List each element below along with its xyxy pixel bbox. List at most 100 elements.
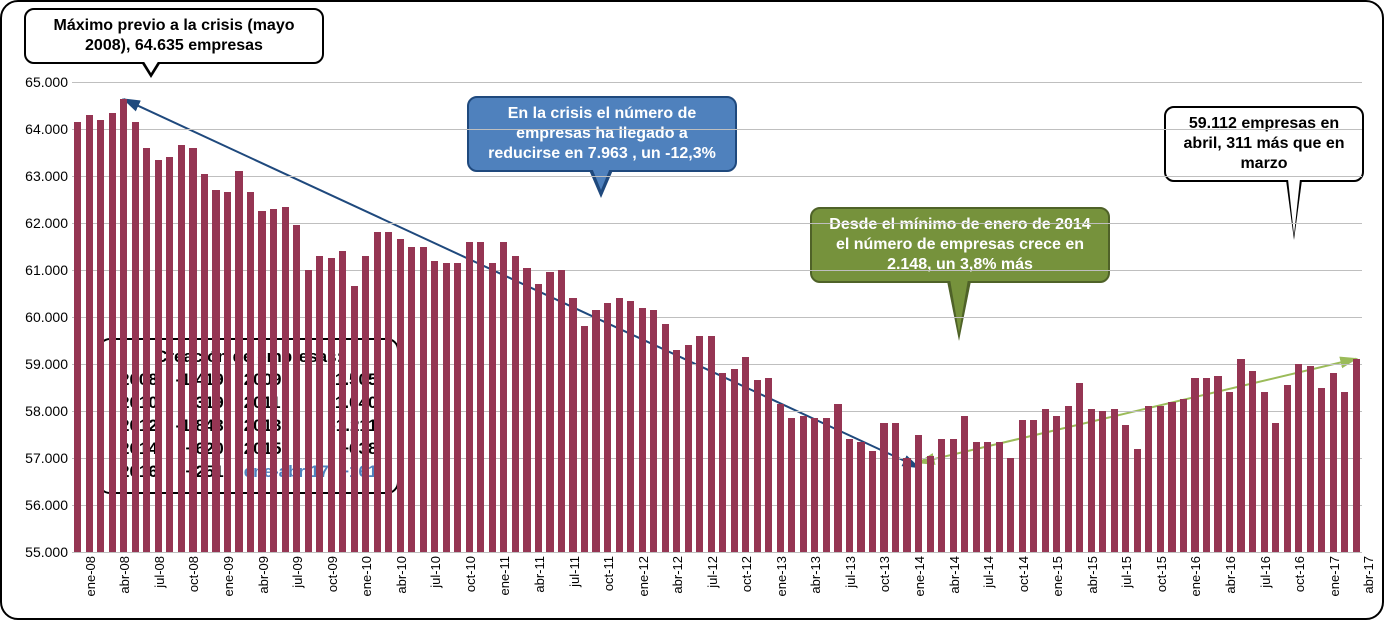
bar <box>512 256 519 552</box>
x-tick-label: oct-10 <box>463 556 478 592</box>
bar <box>846 439 853 552</box>
bar <box>1134 449 1141 552</box>
x-tick-label: ene-17 <box>1327 556 1342 596</box>
bar <box>235 171 242 552</box>
bar <box>408 247 415 553</box>
chart-frame: Máximo previo a la crisis (mayo 2008), 6… <box>0 0 1384 620</box>
bar <box>1122 425 1129 552</box>
bar <box>201 174 208 552</box>
bar <box>696 336 703 552</box>
y-tick-label: 57.000 <box>8 450 68 466</box>
bar <box>754 380 761 552</box>
bar <box>742 357 749 552</box>
x-tick-label: ene-12 <box>636 556 651 596</box>
x-tick-label: oct-11 <box>601 556 616 591</box>
x-tick-label: ene-13 <box>774 556 789 596</box>
bar <box>604 303 611 552</box>
x-tick-label: abr-17 <box>1361 556 1376 594</box>
bar <box>74 122 81 552</box>
bar <box>316 256 323 552</box>
x-tick-label: jul-14 <box>981 556 996 588</box>
x-tick-label: ene-15 <box>1050 556 1065 596</box>
bar <box>443 263 450 552</box>
bar <box>397 239 404 552</box>
bar <box>328 258 335 552</box>
bar <box>1261 392 1268 552</box>
gridline <box>72 552 1362 553</box>
bar <box>523 268 530 552</box>
y-tick-label: 56.000 <box>8 497 68 513</box>
bar <box>189 148 196 552</box>
x-tick-label: abr-13 <box>808 556 823 594</box>
bar <box>374 232 381 552</box>
bar <box>880 423 887 552</box>
bar <box>673 350 680 552</box>
x-tick-label: abr-14 <box>947 556 962 594</box>
bar <box>823 418 830 552</box>
bar <box>719 373 726 552</box>
x-tick-label: ene-14 <box>912 556 927 596</box>
bar <box>293 225 300 552</box>
bar <box>86 115 93 552</box>
bar <box>616 298 623 552</box>
bar <box>961 416 968 552</box>
bar <box>258 211 265 552</box>
bar <box>869 451 876 552</box>
x-tick-label: abr-10 <box>394 556 409 594</box>
x-tick-label: abr-12 <box>670 556 685 594</box>
y-tick-label: 61.000 <box>8 262 68 278</box>
x-tick-label: ene-10 <box>359 556 374 596</box>
bar <box>466 242 473 552</box>
bar <box>1307 366 1314 552</box>
bar <box>143 148 150 552</box>
x-tick-label: abr-11 <box>532 556 547 593</box>
bar <box>627 301 634 552</box>
bar <box>1318 388 1325 553</box>
bar <box>546 272 553 552</box>
x-tick-label: jul-09 <box>290 556 305 588</box>
bar <box>777 404 784 552</box>
bar <box>1237 359 1244 552</box>
bar <box>1180 399 1187 552</box>
bar <box>1030 420 1037 552</box>
bar <box>1111 409 1118 552</box>
bar <box>892 423 899 552</box>
x-tick-label: oct-16 <box>1292 556 1307 592</box>
x-tick-label: abr-08 <box>117 556 132 594</box>
bar <box>984 442 991 552</box>
bar <box>1042 409 1049 552</box>
x-tick-label: oct-09 <box>325 556 340 592</box>
bar <box>1065 406 1072 552</box>
bar <box>178 145 185 552</box>
bar <box>489 263 496 552</box>
plot-area: ene-08abr-08jul-08oct-08ene-09abr-09jul-… <box>72 82 1362 552</box>
x-tick-label: jul-10 <box>428 556 443 588</box>
bar <box>950 439 957 552</box>
bar <box>1272 423 1279 552</box>
x-tick-label: abr-16 <box>1223 556 1238 594</box>
bar <box>581 326 588 552</box>
bar <box>800 416 807 552</box>
x-tick-label: oct-08 <box>186 556 201 592</box>
bar <box>454 263 461 552</box>
bar <box>305 270 312 552</box>
x-tick-label: jul-16 <box>1258 556 1273 588</box>
gridline <box>72 129 1362 130</box>
bar <box>650 310 657 552</box>
x-tick-label: abr-09 <box>256 556 271 594</box>
bar <box>1099 411 1106 552</box>
bar <box>247 192 254 552</box>
y-tick-label: 59.000 <box>8 356 68 372</box>
bar <box>903 458 910 552</box>
y-tick-label: 60.000 <box>8 309 68 325</box>
bar <box>362 256 369 552</box>
bar <box>857 442 864 552</box>
bar <box>569 298 576 552</box>
bar <box>927 456 934 552</box>
y-tick-label: 64.000 <box>8 121 68 137</box>
x-tick-label: oct-13 <box>877 556 892 592</box>
y-tick-label: 63.000 <box>8 168 68 184</box>
bar <box>1191 378 1198 552</box>
bar <box>431 261 438 552</box>
bar <box>1053 416 1060 552</box>
